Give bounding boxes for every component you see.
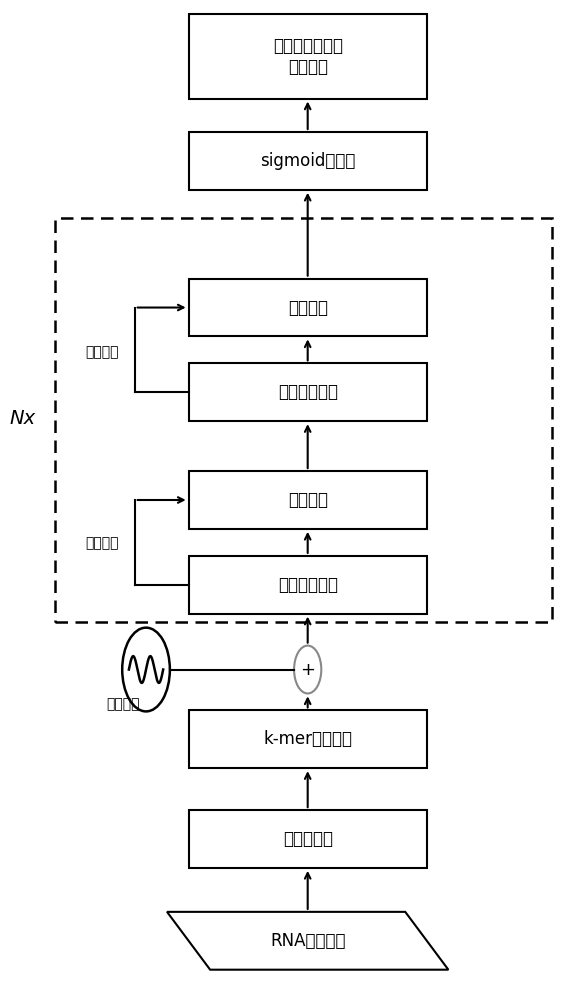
Bar [189,710,427,768]
Text: 数据预处理: 数据预处理 [283,830,333,848]
Bar [189,556,427,614]
Text: 残差连接: 残差连接 [86,536,119,550]
Text: 层归一化: 层归一化 [288,299,328,317]
Bar [189,810,427,868]
Text: 层归一化: 层归一化 [288,491,328,509]
Text: 多头自注意力: 多头自注意力 [278,576,337,594]
Circle shape [294,646,321,693]
Bar [189,132,427,190]
Bar [189,471,427,529]
Bar [189,279,427,336]
Text: Nx: Nx [10,409,36,428]
Bar [189,363,427,421]
Text: 预测序列是否有
结合位点: 预测序列是否有 结合位点 [272,37,343,76]
Bar [55,218,552,622]
Text: 残差连接: 残差连接 [86,345,119,359]
Text: k-mer嵌入编码: k-mer嵌入编码 [263,730,352,748]
Text: 位置编码: 位置编码 [107,697,140,711]
Text: RNA序列数据: RNA序列数据 [270,932,345,950]
Polygon shape [167,912,449,970]
Text: 前馈神经网络: 前馈神经网络 [278,383,337,401]
Circle shape [122,628,170,711]
Text: sigmoid分类器: sigmoid分类器 [260,152,355,170]
Text: +: + [300,661,315,679]
Bar [189,14,427,99]
